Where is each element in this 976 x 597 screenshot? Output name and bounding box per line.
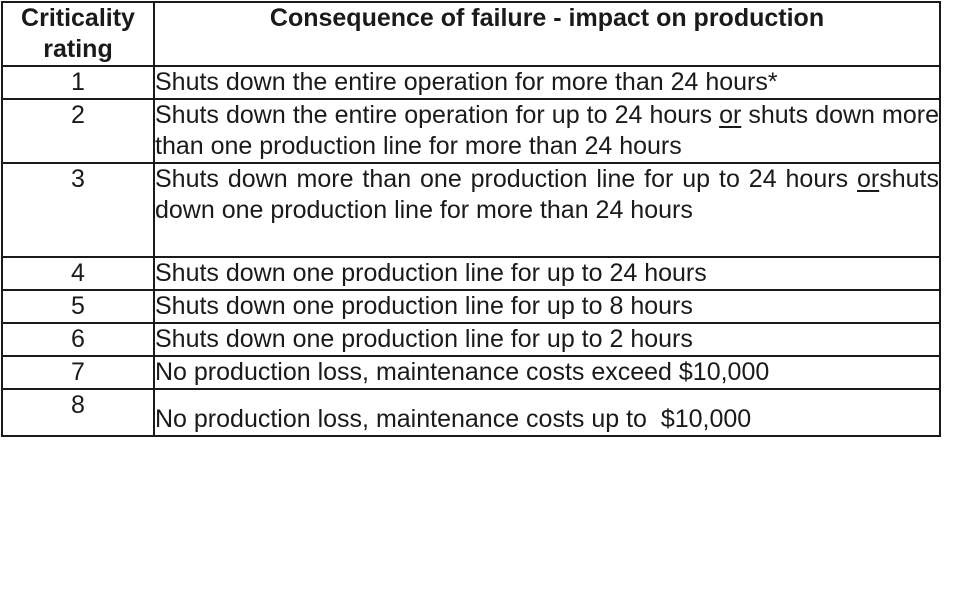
- consequence-cell: Shuts down the entire operation for more…: [153, 65, 941, 100]
- rating-cell: 4: [1, 256, 155, 291]
- consequence-cell: Shuts down one production line for up to…: [153, 289, 941, 324]
- consequence-text: Shuts down one production line for up to…: [155, 259, 707, 287]
- table-row: 7 No production loss, maintenance costs …: [1, 355, 941, 390]
- table-row: 8 No production loss, maintenance costs …: [1, 388, 941, 437]
- conjunction-or: or: [857, 165, 880, 193]
- consequence-text: Shuts down the entire operation for up t…: [155, 101, 720, 129]
- consequence-cell: No production loss, maintenance costs ex…: [153, 355, 941, 390]
- header-consequence: Consequence of failure - impact on produ…: [153, 1, 941, 67]
- conjunction-or: or: [719, 101, 742, 129]
- consequence-text: Shuts down one production line for up to…: [155, 325, 693, 353]
- consequence-cell: Shuts down one production line for up to…: [153, 322, 941, 357]
- consequence-text: Shuts down one production line for up to…: [155, 292, 693, 320]
- table-row: 5 Shuts down one production line for up …: [1, 289, 941, 324]
- rating-cell: 2: [1, 98, 155, 164]
- rating-cell: 8: [1, 388, 155, 437]
- header-criticality-rating: Criticality rating: [1, 1, 155, 67]
- rating-cell: 6: [1, 322, 155, 357]
- rating-cell: 5: [1, 289, 155, 324]
- table-row: 4 Shuts down one production line for up …: [1, 256, 941, 291]
- rating-cell: 7: [1, 355, 155, 390]
- table-row: 2 Shuts down the entire operation for up…: [1, 98, 941, 164]
- rating-cell: 3: [1, 162, 155, 258]
- consequence-cell: No production loss, maintenance costs up…: [153, 388, 941, 437]
- header-row: Criticality rating Consequence of failur…: [1, 1, 941, 67]
- consequence-text: Shuts down more than one production line…: [155, 165, 857, 193]
- rating-cell: 1: [1, 65, 155, 100]
- consequence-cell: Shuts down more than one production line…: [153, 162, 941, 258]
- consequence-text-continued: shuts down one production line for more …: [155, 165, 939, 224]
- table-row: 6 Shuts down one production line for up …: [1, 322, 941, 357]
- table-row: 1 Shuts down the entire operation for mo…: [1, 65, 941, 100]
- consequence-text-continued: shuts down more than one production line…: [155, 101, 939, 160]
- criticality-table: Criticality rating Consequence of failur…: [1, 1, 941, 437]
- consequence-cell: Shuts down one production line for up to…: [153, 256, 941, 291]
- table-row: 3 Shuts down more than one production li…: [1, 162, 941, 258]
- consequence-cell: Shuts down the entire operation for up t…: [153, 98, 941, 164]
- consequence-text: No production loss, maintenance costs up…: [155, 405, 752, 433]
- consequence-text: Shuts down the entire operation for more…: [155, 68, 778, 96]
- consequence-text: No production loss, maintenance costs ex…: [155, 358, 770, 386]
